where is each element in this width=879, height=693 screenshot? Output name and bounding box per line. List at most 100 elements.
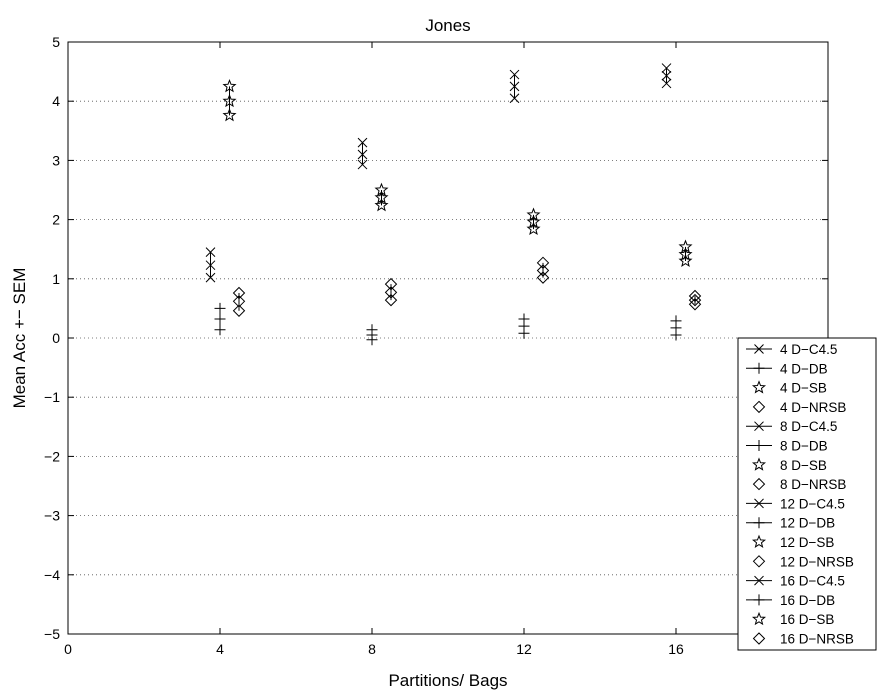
data-point-mean [357, 149, 368, 160]
data-point-low [205, 272, 216, 283]
legend: 4 D−C4.5 4 D−DB 4 D−SB 4 D−NRSB 8 D−C4.5 8 D−… [737, 337, 877, 651]
legend-label: 8 D−SB [780, 458, 827, 473]
legend-label: 12 D−SB [780, 535, 834, 550]
legend-marker [753, 440, 765, 451]
data-point-high [509, 69, 520, 80]
series-10 [526, 207, 541, 236]
y-tick-label: −5 [44, 626, 60, 642]
series-15 [688, 289, 702, 311]
y-tick-label: 1 [52, 271, 60, 287]
data-point-low [536, 271, 550, 284]
data-point-high [222, 79, 237, 93]
y-tick-label: 5 [52, 34, 60, 50]
data-point-high [526, 207, 541, 221]
series-12 [661, 63, 672, 89]
data-point-mean [526, 214, 541, 228]
legend-label: 16 D−DB [780, 593, 835, 608]
legend-marker [752, 477, 766, 491]
data-point-mean [384, 286, 398, 299]
data-point-mean [205, 260, 216, 271]
data-point-mean [232, 295, 246, 308]
grid-lines [68, 100, 828, 576]
data-point-high [214, 302, 226, 314]
legend-marker [752, 400, 766, 414]
data-point-low [214, 324, 226, 336]
series-14 [678, 239, 693, 267]
legend-label: 8 D−DB [780, 439, 828, 454]
x-tick-label: 12 [516, 641, 532, 657]
series-9 [518, 313, 530, 339]
chart-title: Jones [425, 16, 470, 35]
data-point-low [374, 198, 389, 212]
data-marks [205, 63, 702, 346]
legend-marker [754, 498, 764, 509]
legend-label: 8 D−NRSB [780, 477, 846, 492]
x-tick-label: 0 [64, 641, 72, 657]
series-1 [214, 302, 226, 336]
data-point-high [205, 247, 216, 258]
y-tick-label: −3 [44, 508, 60, 524]
legend-marker [751, 611, 767, 626]
series-8 [509, 69, 520, 104]
legend-marker [753, 362, 765, 374]
data-point-low [526, 221, 541, 236]
data-point-high [357, 137, 368, 148]
legend-label: 16 D−SB [780, 612, 834, 627]
y-tick-label: 2 [52, 212, 60, 228]
x-tick-label: 8 [368, 641, 376, 657]
legend-label: 4 D−C4.5 [780, 342, 837, 357]
data-point-mean [374, 190, 389, 204]
data-point-low [509, 93, 520, 104]
series-0 [205, 247, 216, 283]
legend-marker [754, 344, 764, 354]
data-point-low [661, 78, 672, 89]
series-5 [366, 324, 378, 346]
data-point-mean [214, 313, 226, 325]
data-point-high [366, 324, 378, 336]
data-point-high [678, 239, 693, 253]
data-point-low [222, 108, 237, 122]
y-axis-title: Mean Acc +− SEM [10, 268, 29, 409]
data-point-high [374, 182, 389, 196]
data-point-high [232, 286, 246, 300]
y-tick-label: −4 [44, 567, 60, 583]
data-point-low [384, 293, 398, 307]
series-11 [536, 256, 550, 284]
legend-label: 12 D−C4.5 [780, 496, 845, 511]
series-7 [384, 277, 398, 307]
legend-label: 16 D−C4.5 [780, 574, 845, 589]
data-point-low [232, 304, 246, 317]
legend-label: 4 D−DB [780, 361, 828, 376]
x-tick-label: 4 [216, 641, 224, 657]
y-tick-label: 3 [52, 152, 60, 168]
y-tick-label: −1 [44, 389, 60, 405]
legend-label: 12 D−DB [780, 516, 835, 531]
data-point-high [384, 277, 398, 291]
legend-marker [753, 594, 765, 606]
legend-marker [752, 632, 766, 645]
y-axis-ticks: −5 −4 −3 −2 −1 0 1 2 3 4 5 [44, 34, 828, 642]
legend-label: 8 D−C4.5 [780, 419, 837, 434]
legend-marker [753, 517, 765, 529]
legend-marker [751, 457, 767, 471]
legend-marker [751, 534, 767, 548]
data-point-mean [678, 247, 693, 261]
legend-label: 12 D−NRSB [780, 554, 854, 569]
legend-marker [754, 421, 764, 432]
data-point-high [670, 315, 682, 327]
legend-box [737, 337, 877, 651]
data-point-high [518, 313, 530, 325]
x-axis-title: Partitions/ Bags [388, 671, 507, 690]
series-6 [374, 182, 389, 212]
data-point-mean [536, 264, 550, 277]
y-tick-label: 0 [52, 330, 60, 346]
series-13 [670, 315, 682, 341]
series-3 [232, 286, 246, 317]
data-point-high [536, 256, 550, 270]
data-point-mean [661, 70, 672, 81]
data-point-high [688, 289, 702, 303]
series-4 [357, 137, 368, 170]
y-tick-label: 4 [52, 93, 60, 109]
y-tick-label: −2 [44, 448, 60, 464]
